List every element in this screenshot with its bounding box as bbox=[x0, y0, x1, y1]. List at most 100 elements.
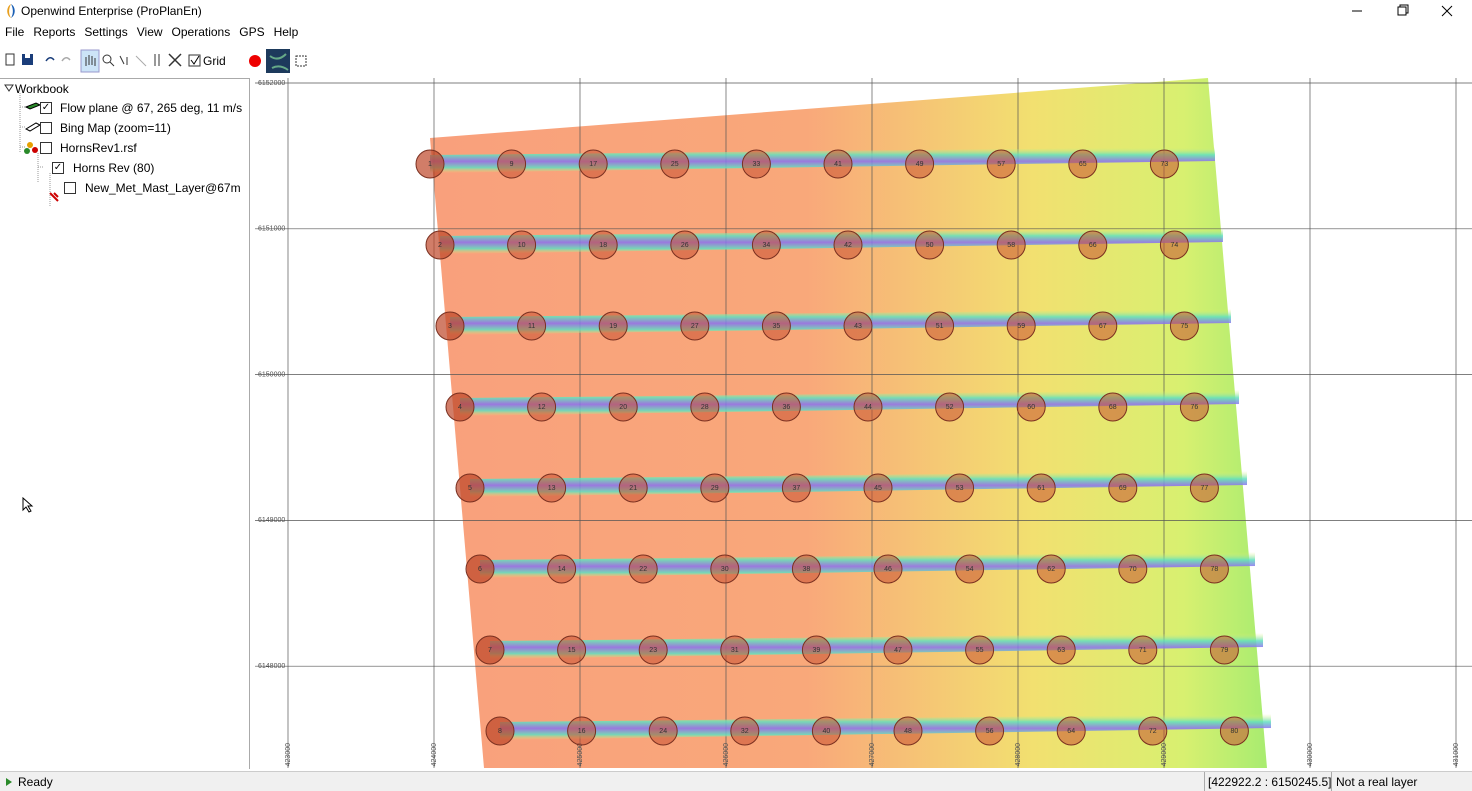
turbine-label: 64 bbox=[1067, 728, 1075, 735]
turbine bbox=[578, 149, 608, 179]
window-controls[interactable] bbox=[1340, 0, 1472, 22]
y-coord-label: 6152000 bbox=[258, 80, 285, 87]
turbine bbox=[1128, 635, 1158, 665]
turbine-label: 23 bbox=[649, 647, 657, 654]
turbine bbox=[883, 635, 913, 665]
turbine-label: 74 bbox=[1171, 242, 1179, 249]
turbine-label: 48 bbox=[904, 728, 912, 735]
turbine bbox=[905, 149, 935, 179]
menu-item[interactable]: Operations bbox=[171, 25, 231, 39]
y-coord-label: 6148000 bbox=[258, 663, 285, 670]
y-coord-label: 6149000 bbox=[258, 517, 285, 524]
tree-root[interactable]: Workbook bbox=[15, 82, 69, 96]
turbine bbox=[1108, 473, 1138, 503]
turbine-label: 30 bbox=[721, 566, 729, 573]
tree-item[interactable]: HornsRev1.rsf bbox=[60, 141, 137, 155]
y-coord-label: 6150000 bbox=[258, 371, 285, 378]
turbine bbox=[1046, 635, 1076, 665]
menu-item[interactable]: File bbox=[5, 25, 25, 39]
turbine-label: 14 bbox=[558, 566, 566, 573]
turbine-label: 7 bbox=[488, 647, 492, 654]
turbine bbox=[455, 473, 485, 503]
x-coord-label: 429000 bbox=[1161, 743, 1168, 766]
turbine-label: 21 bbox=[629, 485, 637, 492]
turbine-label: 65 bbox=[1079, 161, 1087, 168]
turbine bbox=[965, 635, 995, 665]
checkbox[interactable]: ✓ bbox=[52, 162, 64, 174]
turbine-label: 77 bbox=[1201, 485, 1209, 492]
turbine bbox=[700, 473, 730, 503]
menu-bar: File Reports Settings View Operations GPS Help bbox=[0, 22, 1472, 44]
turbine bbox=[1026, 473, 1056, 503]
turbine-label: 51 bbox=[936, 323, 944, 330]
menu-item[interactable]: View bbox=[136, 25, 163, 39]
turbine-label: 6 bbox=[478, 566, 482, 573]
turbine bbox=[497, 149, 527, 179]
grid-toggle-label[interactable]: Grid bbox=[203, 54, 226, 68]
checkbox[interactable]: ✓ bbox=[40, 102, 52, 114]
turbine-label: 61 bbox=[1037, 485, 1045, 492]
turbine-label: 72 bbox=[1149, 728, 1157, 735]
x-coord-label: 430000 bbox=[1307, 743, 1314, 766]
checkbox[interactable] bbox=[64, 182, 76, 194]
turbine bbox=[1149, 149, 1179, 179]
turbine-label: 53 bbox=[956, 485, 964, 492]
map-view[interactable]: 6152000 6151000 6150000 6149000 6148000 42300… bbox=[255, 78, 1472, 768]
turbine bbox=[660, 149, 690, 179]
turbine bbox=[598, 311, 628, 341]
status-coords: [422922.2 : 6150245.5] bbox=[1204, 772, 1335, 791]
turbine bbox=[485, 716, 515, 746]
turbine bbox=[935, 392, 965, 422]
turbine bbox=[1179, 392, 1209, 422]
turbine-label: 20 bbox=[619, 404, 627, 411]
turbine bbox=[1189, 473, 1219, 503]
turbine bbox=[771, 392, 801, 422]
turbine-label: 58 bbox=[1007, 242, 1015, 249]
turbine bbox=[415, 149, 445, 179]
turbine bbox=[618, 473, 648, 503]
expander[interactable] bbox=[4, 83, 14, 93]
turbine-label: 26 bbox=[681, 242, 689, 249]
tree-item[interactable]: Flow plane @ 67, 265 deg, 11 m/s bbox=[60, 101, 243, 115]
turbine bbox=[680, 311, 710, 341]
turbine bbox=[557, 635, 587, 665]
turbine-label: 55 bbox=[976, 647, 984, 654]
turbine-label: 39 bbox=[813, 647, 821, 654]
checkbox[interactable] bbox=[40, 122, 52, 134]
tree-item[interactable]: Bing Map (zoom=11) bbox=[60, 121, 171, 135]
turbine bbox=[567, 716, 597, 746]
menu-item[interactable]: GPS bbox=[239, 25, 265, 39]
turbine-label: 33 bbox=[753, 161, 761, 168]
turbine bbox=[833, 230, 863, 260]
turbine bbox=[445, 392, 475, 422]
y-coord-label: 6151000 bbox=[258, 226, 285, 233]
turbine-label: 37 bbox=[793, 485, 801, 492]
turbine bbox=[1078, 230, 1108, 260]
menu-item[interactable]: Help bbox=[273, 25, 299, 39]
wake-streak bbox=[460, 390, 1239, 416]
turbine-label: 47 bbox=[894, 647, 902, 654]
wake-streak bbox=[430, 147, 1215, 173]
turbine-label: 25 bbox=[671, 161, 679, 168]
turbine-label: 76 bbox=[1191, 404, 1199, 411]
menu-item[interactable]: Settings bbox=[84, 25, 128, 39]
turbine bbox=[537, 473, 567, 503]
x-coord-label: 423000 bbox=[285, 743, 292, 766]
turbine-label: 35 bbox=[773, 323, 781, 330]
turbine-label: 19 bbox=[609, 323, 617, 330]
turbine bbox=[873, 554, 903, 584]
turbine-label: 12 bbox=[538, 404, 546, 411]
menu-item[interactable]: Reports bbox=[33, 25, 76, 39]
tree-item[interactable]: New_Met_Mast_Layer@67m bbox=[85, 181, 241, 195]
turbine-label: 9 bbox=[510, 161, 514, 168]
checkbox[interactable] bbox=[40, 142, 52, 154]
turbine bbox=[608, 392, 638, 422]
toolbar-icons[interactable] bbox=[0, 48, 320, 74]
turbine-label: 59 bbox=[1017, 323, 1025, 330]
turbine-label: 38 bbox=[803, 566, 811, 573]
turbine-label: 67 bbox=[1099, 323, 1107, 330]
tree-item[interactable]: Horns Rev (80) bbox=[73, 161, 155, 175]
turbine bbox=[945, 473, 975, 503]
turbine-label: 43 bbox=[854, 323, 862, 330]
